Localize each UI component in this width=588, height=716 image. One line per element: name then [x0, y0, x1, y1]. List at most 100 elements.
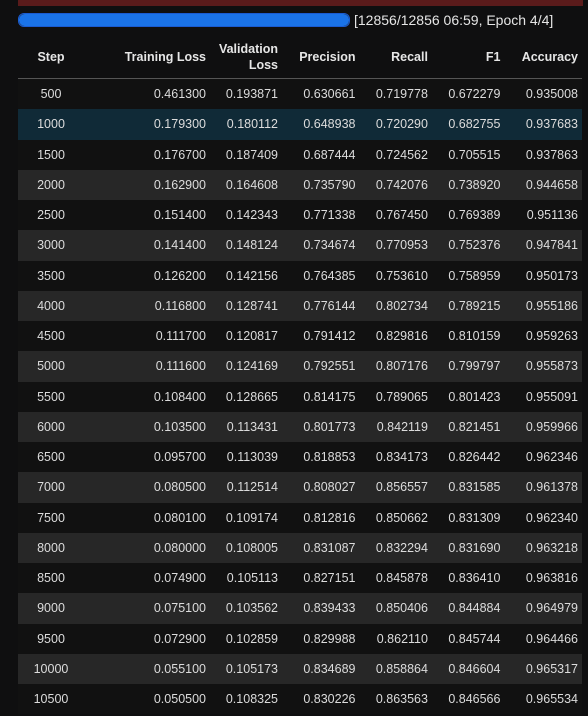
output-header-strip	[18, 0, 583, 6]
column-header-recall: Recall	[359, 36, 432, 79]
cell-recall: 0.767450	[359, 200, 432, 231]
cell-training-loss: 0.111700	[84, 321, 210, 352]
cell-validation-loss: 0.128741	[210, 290, 282, 321]
table-header-row: Step Training Loss Validation Loss Preci…	[18, 36, 582, 79]
cell-accuracy: 0.963816	[504, 563, 582, 594]
cell-validation-loss: 0.112514	[210, 472, 282, 503]
column-header-step: Step	[18, 36, 84, 79]
column-header-precision: Precision	[282, 36, 360, 79]
table-row: 1500 0.176700 0.187409 0.687444 0.724562 0.70…	[18, 139, 582, 170]
cell-step: 9500	[18, 623, 84, 654]
cell-precision: 0.830226	[282, 684, 360, 715]
progress-bar	[18, 13, 350, 27]
cell-accuracy: 0.947841	[504, 230, 582, 261]
cell-f1: 0.826442	[431, 442, 505, 473]
cell-accuracy: 0.955091	[504, 381, 582, 412]
cell-f1: 0.836410	[431, 563, 505, 594]
cell-f1: 0.738920	[431, 169, 505, 200]
cell-validation-loss: 0.124169	[210, 351, 282, 382]
cell-f1: 0.846566	[431, 684, 505, 715]
cell-precision: 0.829988	[282, 623, 360, 654]
cell-precision: 0.808027	[282, 472, 360, 503]
cell-precision: 0.801773	[282, 411, 360, 442]
table-row: 8500 0.074900 0.105113 0.827151 0.845878 0.83…	[18, 563, 582, 594]
cell-precision: 0.734674	[282, 230, 360, 261]
cell-recall: 0.720290	[359, 109, 432, 140]
cell-step: 3500	[18, 260, 84, 291]
cell-precision: 0.812816	[282, 502, 360, 533]
cell-recall: 0.770953	[359, 230, 432, 261]
cell-recall: 0.719778	[359, 78, 432, 110]
cell-step: 2500	[18, 200, 84, 231]
cell-training-loss: 0.103500	[84, 411, 210, 442]
table-row: 9000 0.075100 0.103562 0.839433 0.850406 0.84…	[18, 593, 582, 624]
cell-validation-loss: 0.113039	[210, 442, 282, 473]
cell-step: 1500	[18, 139, 84, 170]
cell-step: 7000	[18, 472, 84, 503]
cell-recall: 0.850406	[359, 593, 432, 624]
cell-step: 7500	[18, 502, 84, 533]
cell-recall: 0.862110	[359, 623, 432, 654]
cell-validation-loss: 0.193871	[210, 78, 282, 110]
cell-accuracy: 0.935008	[504, 78, 582, 110]
cell-training-loss: 0.095700	[84, 442, 210, 473]
table-row: 5000 0.111600 0.124169 0.792551 0.807176 0.79…	[18, 351, 582, 382]
cell-recall: 0.834173	[359, 442, 432, 473]
cell-training-loss: 0.141400	[84, 230, 210, 261]
cell-training-loss: 0.162900	[84, 169, 210, 200]
cell-validation-loss: 0.120817	[210, 321, 282, 352]
cell-accuracy: 0.963218	[504, 532, 582, 563]
cell-accuracy: 0.959966	[504, 411, 582, 442]
cell-step: 2000	[18, 169, 84, 200]
table-row: 2500 0.151400 0.142343 0.771338 0.767450 0.76…	[18, 200, 582, 231]
cell-step: 6000	[18, 411, 84, 442]
cell-f1: 0.846604	[431, 653, 505, 684]
cell-f1: 0.769389	[431, 200, 505, 231]
cell-precision: 0.648938	[282, 109, 360, 140]
cell-f1: 0.799797	[431, 351, 505, 382]
cell-training-loss: 0.080500	[84, 472, 210, 503]
cell-f1: 0.801423	[431, 381, 505, 412]
column-header-accuracy: Accuracy	[504, 36, 582, 79]
cell-accuracy: 0.951136	[504, 200, 582, 231]
cell-training-loss: 0.075100	[84, 593, 210, 624]
cell-step: 500	[18, 78, 84, 110]
cell-validation-loss: 0.142156	[210, 260, 282, 291]
cell-recall: 0.829816	[359, 321, 432, 352]
table-row: 500 0.461300 0.193871 0.630661 0.719778 0.672…	[18, 78, 582, 110]
table-row: 8000 0.080000 0.108005 0.831087 0.832294 0.83…	[18, 532, 582, 563]
cell-precision: 0.834689	[282, 653, 360, 684]
cell-accuracy: 0.965317	[504, 653, 582, 684]
cell-step: 5000	[18, 351, 84, 382]
cell-f1: 0.682755	[431, 109, 505, 140]
cell-step: 8000	[18, 532, 84, 563]
table-row: 10500 0.050500 0.108325 0.830226 0.863563 0.8…	[18, 684, 582, 715]
cell-validation-loss: 0.105113	[210, 563, 282, 594]
cell-f1: 0.844884	[431, 593, 505, 624]
cell-f1: 0.831585	[431, 472, 505, 503]
cell-step: 4500	[18, 321, 84, 352]
cell-validation-loss: 0.105173	[210, 653, 282, 684]
cell-step: 3000	[18, 230, 84, 261]
cell-step: 10500	[18, 684, 84, 715]
cell-accuracy: 0.937683	[504, 109, 582, 140]
cell-accuracy: 0.950173	[504, 260, 582, 291]
cell-training-loss: 0.126200	[84, 260, 210, 291]
cell-validation-loss: 0.164608	[210, 169, 282, 200]
table-row: 2000 0.162900 0.164608 0.735790 0.742076 0.73…	[18, 169, 582, 200]
cell-f1: 0.752376	[431, 230, 505, 261]
table-row: 5500 0.108400 0.128665 0.814175 0.789065 0.80…	[18, 381, 582, 412]
cell-training-loss: 0.108400	[84, 381, 210, 412]
column-header-f1: F1	[431, 36, 505, 79]
cell-training-loss: 0.055100	[84, 653, 210, 684]
table-row: 1000 0.179300 0.180112 0.648938 0.720290 0.68…	[18, 109, 582, 140]
cell-accuracy: 0.962346	[504, 442, 582, 473]
cell-validation-loss: 0.113431	[210, 411, 282, 442]
cell-precision: 0.827151	[282, 563, 360, 594]
table-row: 9500 0.072900 0.102859 0.829988 0.862110 0.84…	[18, 623, 582, 654]
cell-step: 1000	[18, 109, 84, 140]
cell-validation-loss: 0.128665	[210, 381, 282, 412]
column-header-validation-loss: Validation Loss	[210, 36, 282, 79]
progress-status-text: [12856/12856 06:59, Epoch 4/4]	[354, 12, 554, 28]
cell-training-loss: 0.176700	[84, 139, 210, 170]
